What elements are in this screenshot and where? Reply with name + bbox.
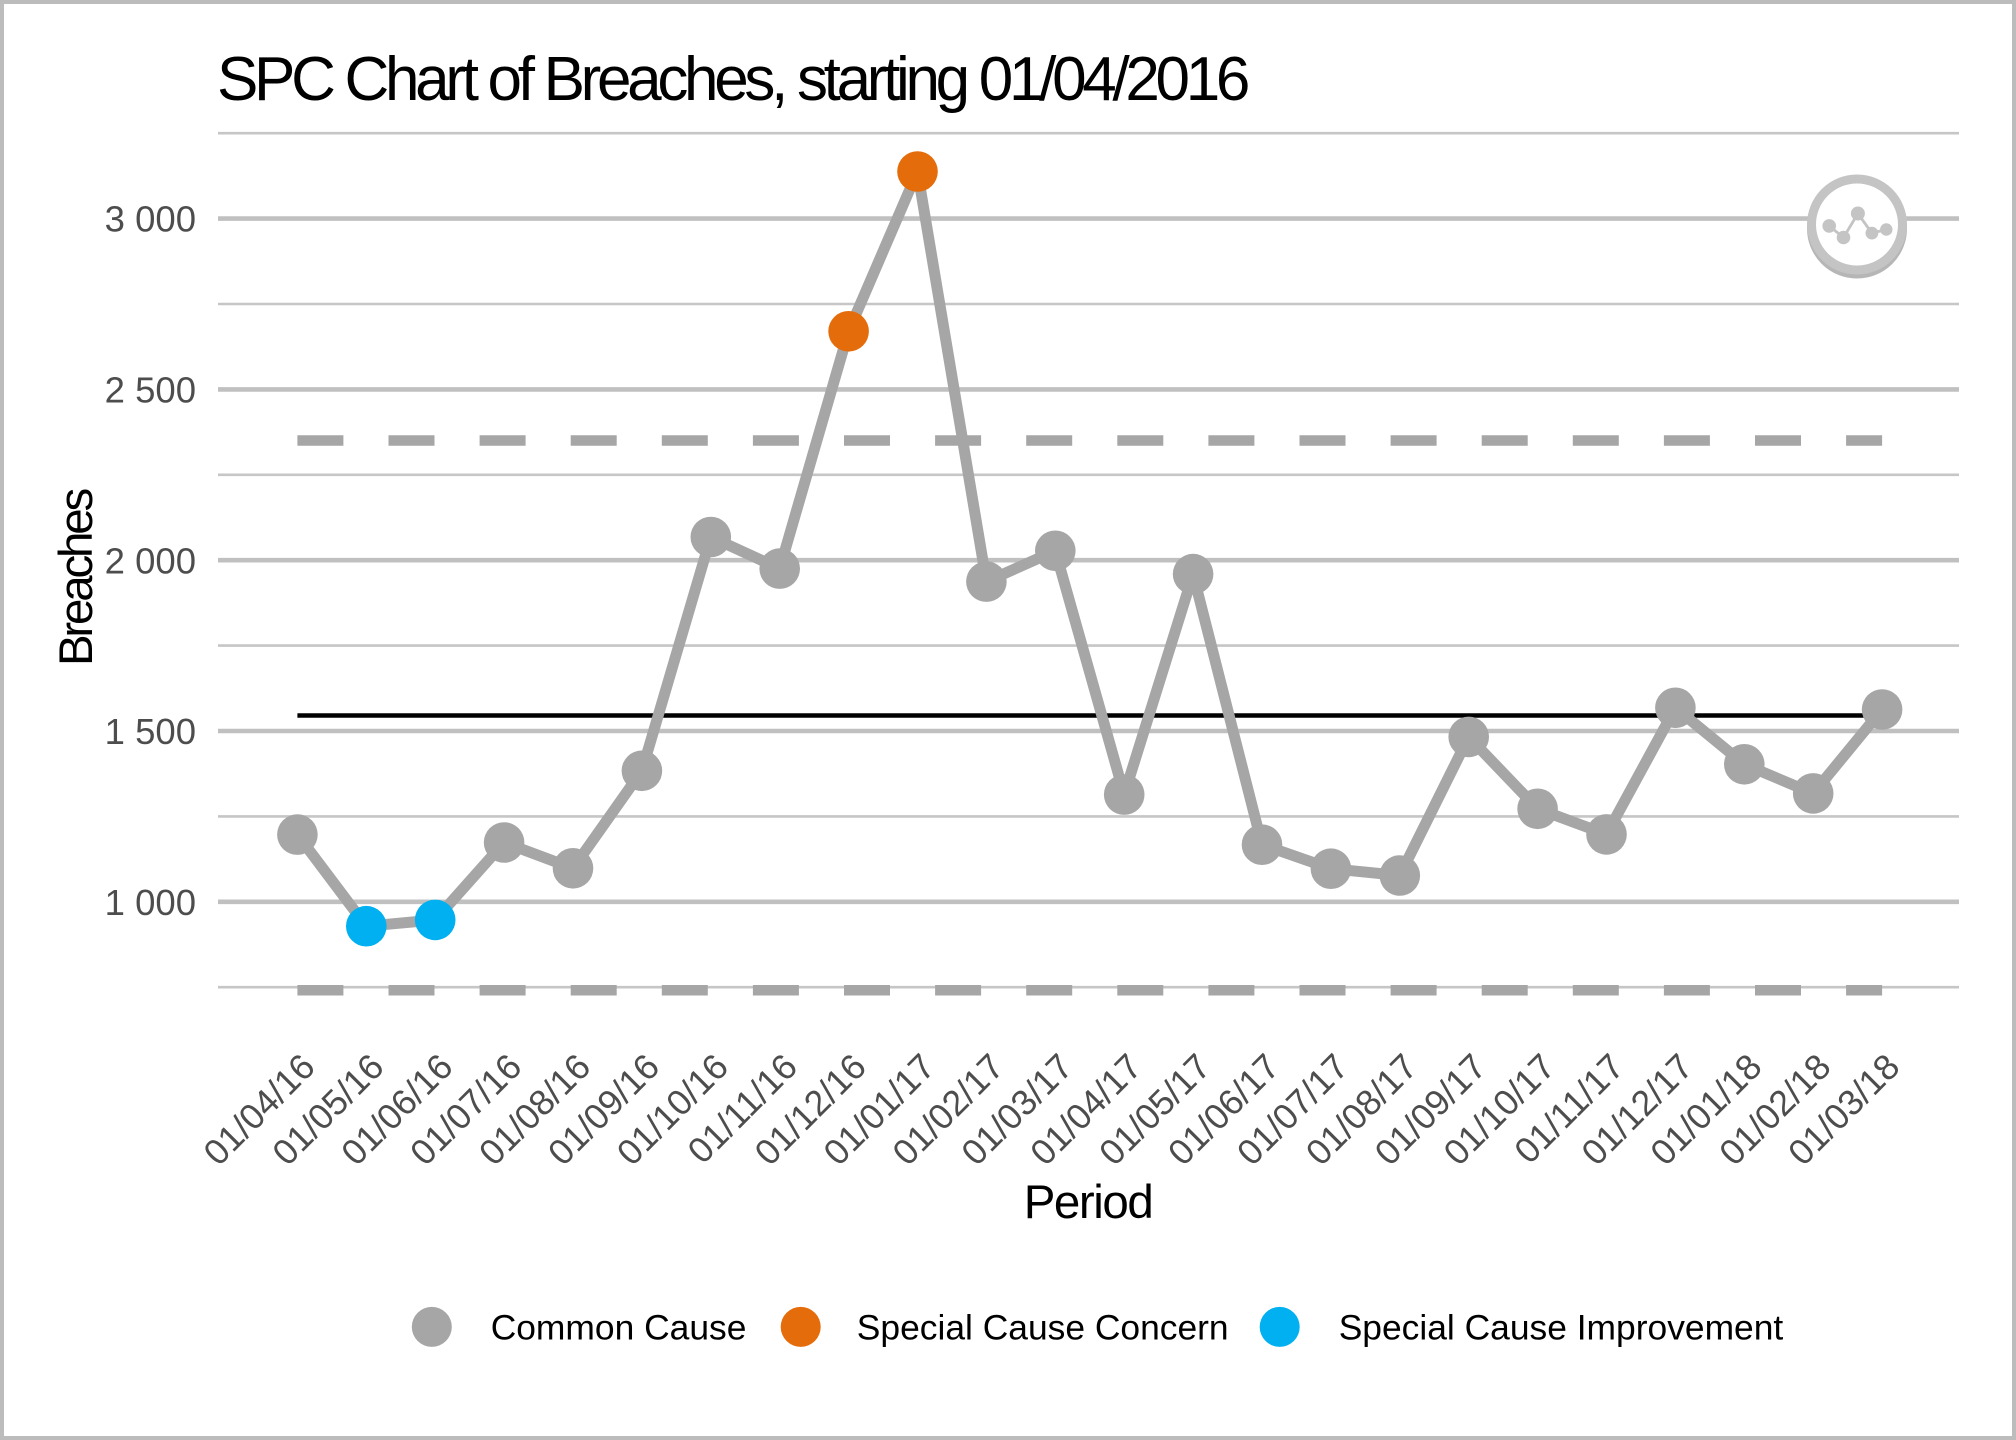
svg-text:2 500: 2 500: [105, 370, 196, 411]
svg-text:Period: Period: [1024, 1176, 1153, 1229]
svg-text:2 000: 2 000: [105, 540, 196, 581]
svg-text:1 000: 1 000: [105, 882, 196, 923]
svg-text:3 000: 3 000: [105, 199, 196, 240]
svg-text:SPC Chart of Breaches, startin: SPC Chart of Breaches, starting 01/04/20…: [217, 45, 1248, 114]
svg-text:Special Cause Improvement: Special Cause Improvement: [1339, 1308, 1784, 1348]
svg-text:Common Cause: Common Cause: [491, 1308, 747, 1348]
svg-text:Special Cause Concern: Special Cause Concern: [857, 1308, 1229, 1348]
svg-text:Breaches: Breaches: [50, 489, 103, 667]
svg-text:1 500: 1 500: [105, 711, 196, 752]
